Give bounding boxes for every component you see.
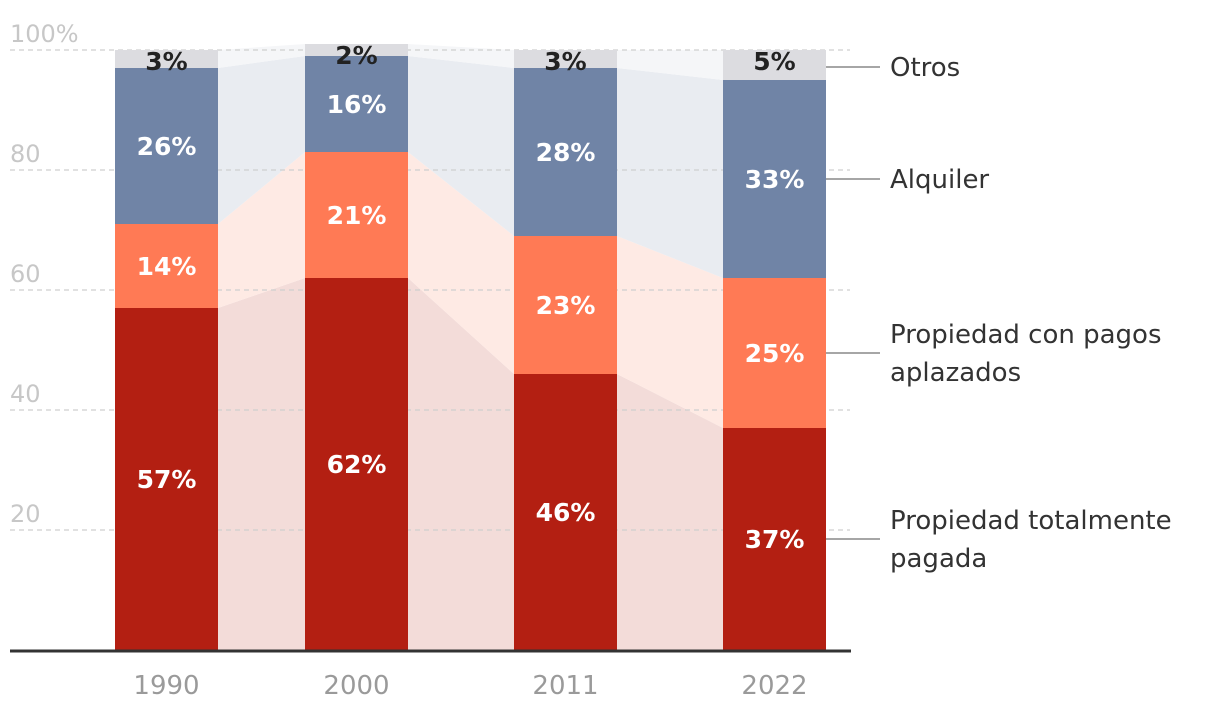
legend-label: pagada — [890, 544, 987, 574]
bar-2022-s1 — [723, 278, 826, 428]
data-label: 14% — [137, 252, 197, 281]
y-tick-label: 60 — [10, 260, 41, 288]
bar-2011-s0 — [514, 374, 617, 650]
bar-2022-s2 — [723, 80, 826, 278]
y-tick-label: 100% — [10, 20, 79, 48]
x-axis-ticks: 1990 2000 2011 2022 — [133, 671, 807, 701]
band-2011-2022-s1 — [617, 236, 723, 428]
legend: Otros Alquiler Propiedad con pagos aplazado… — [826, 53, 1172, 574]
band-2011-2022-s2 — [617, 68, 723, 278]
bar-2011-s3 — [514, 50, 617, 68]
data-label: 57% — [137, 465, 197, 494]
data-label: 62% — [327, 450, 387, 479]
band-2000-2011-s0 — [408, 278, 514, 650]
bar-2022-s3 — [723, 50, 826, 80]
bar-2000-s0 — [305, 278, 408, 650]
band-2011-2022-s3 — [617, 50, 723, 80]
bar-2011-s1 — [514, 236, 617, 374]
data-label: 25% — [745, 339, 805, 368]
data-label: 21% — [327, 201, 387, 230]
data-label: 37% — [745, 525, 805, 554]
band-1990-2000-s1 — [218, 152, 305, 308]
band-1990-2000-s0 — [218, 278, 305, 650]
bar-2022-s0 — [723, 428, 826, 650]
data-label: 5% — [753, 47, 795, 76]
x-tick-label: 2022 — [741, 671, 807, 701]
bar-2000-s2 — [305, 56, 408, 152]
data-label: 33% — [745, 165, 805, 194]
band-2000-2011-s2 — [408, 56, 514, 236]
connector-bands — [218, 44, 723, 650]
legend-label: Propiedad totalmente — [890, 506, 1172, 536]
bars — [115, 44, 826, 650]
band-2011-2022-s0 — [617, 374, 723, 650]
data-label: 28% — [536, 138, 596, 167]
segment-labels: 57% 14% 26% 3% 62% 21% 16% 2% 46% 23% 28% 3% 37% 25% 3… — [137, 41, 805, 554]
bar-1990-s1 — [115, 224, 218, 308]
y-tick-label: 40 — [10, 380, 41, 408]
x-tick-label: 1990 — [133, 671, 199, 701]
data-label: 3% — [145, 47, 187, 76]
legend-label: aplazados — [890, 358, 1021, 388]
data-label: 3% — [544, 47, 586, 76]
legend-label: Alquiler — [890, 165, 989, 195]
y-tick-label: 20 — [10, 500, 41, 528]
bar-2011-s2 — [514, 68, 617, 236]
y-axis-ticks: 100% 80 60 40 20 — [10, 20, 79, 528]
y-tick-label: 80 — [10, 140, 41, 168]
band-2000-2011-s1 — [408, 152, 514, 374]
bar-1990-s3 — [115, 50, 218, 68]
legend-label: Propiedad con pagos — [890, 320, 1162, 350]
data-label: 2% — [335, 41, 377, 70]
band-1990-2000-s2 — [218, 56, 305, 224]
data-label: 16% — [327, 90, 387, 119]
x-tick-label: 2000 — [323, 671, 389, 701]
bar-2000-s1 — [305, 152, 408, 278]
x-tick-label: 2011 — [532, 671, 598, 701]
data-label: 26% — [137, 132, 197, 161]
bar-1990-s2 — [115, 68, 218, 224]
bar-1990-s0 — [115, 308, 218, 650]
data-label: 23% — [536, 291, 596, 320]
legend-label: Otros — [890, 53, 960, 83]
bar-2000-s3 — [305, 44, 408, 56]
data-label: 46% — [536, 498, 596, 527]
